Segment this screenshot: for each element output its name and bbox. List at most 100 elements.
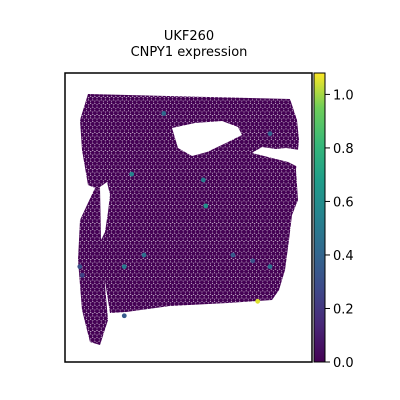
- tissue-spot: [237, 280, 242, 285]
- tissue-spot: [269, 111, 274, 116]
- tissue-spot: [275, 265, 280, 271]
- tissue-spot: [246, 121, 251, 127]
- tissue-spot: [99, 179, 104, 184]
- tissue-spot: [204, 337, 209, 343]
- tissue-spot: [246, 208, 251, 213]
- tissue-spot: [244, 312, 249, 317]
- tissue-spot: [149, 186, 154, 191]
- tissue-spot: [250, 201, 255, 206]
- tissue-spot: [174, 294, 179, 299]
- tissue-spot: [170, 251, 175, 256]
- tissue-spot: [151, 147, 156, 152]
- tissue-spot: [296, 244, 299, 249]
- tissue-spot: [90, 330, 95, 335]
- tissue-spot: [244, 211, 249, 217]
- tissue-spot: [231, 233, 236, 238]
- tissue-spot: [208, 157, 213, 163]
- tissue-spot: [97, 118, 102, 123]
- tissue-spot: [109, 233, 114, 238]
- tissue-spot: [290, 90, 294, 94]
- tissue-spot: [113, 103, 118, 109]
- tissue-spot: [281, 283, 286, 289]
- tissue-spot: [250, 273, 255, 278]
- tissue-spot: [235, 183, 240, 188]
- tissue-spot: [174, 165, 179, 170]
- tissue-spot: [107, 172, 112, 177]
- tissue-spot: [90, 208, 95, 213]
- tissue-spot: [78, 132, 81, 137]
- tissue-spot: [130, 255, 135, 260]
- tissue-spot: [225, 143, 230, 148]
- tissue-spot: [90, 150, 95, 155]
- tissue-spot: [189, 341, 194, 345]
- tissue-spot: [97, 312, 102, 317]
- tissue-spot: [189, 219, 194, 224]
- tissue-spot: [244, 247, 249, 253]
- tissue-spot: [202, 226, 207, 231]
- tissue-spot: [139, 298, 144, 303]
- tissue-spot: [229, 186, 234, 191]
- tissue-spot: [254, 129, 259, 134]
- tissue-spot: [151, 276, 156, 281]
- tissue-spot: [231, 334, 236, 339]
- tissue-spot: [105, 276, 110, 281]
- tissue-spot: [115, 193, 121, 199]
- tissue-spot: [283, 107, 289, 112]
- tissue-spot: [196, 86, 200, 90]
- tissue-spot: [275, 201, 280, 206]
- tissue-spot: [160, 312, 165, 317]
- tissue-spot: [250, 316, 255, 321]
- tissue-spot: [199, 273, 205, 278]
- tissue-spot: [193, 341, 198, 345]
- tissue-spot: [187, 280, 192, 285]
- tissue-spot: [269, 312, 274, 317]
- tissue-spot: [292, 107, 297, 112]
- tissue-spot: [262, 114, 268, 119]
- tissue-spot: [206, 211, 211, 217]
- tissue-spot: [267, 100, 272, 105]
- tissue-spot: [250, 301, 255, 307]
- tissue-spot: [160, 139, 165, 145]
- tissue-spot: [143, 175, 148, 181]
- tissue-spot: [275, 323, 280, 328]
- tissue-spot: [231, 147, 236, 152]
- tissue-spot: [145, 323, 150, 328]
- tissue-spot: [286, 334, 291, 339]
- tissue-spot: [78, 319, 81, 325]
- tissue-spot: [78, 157, 83, 163]
- tissue-spot: [130, 319, 135, 325]
- tissue-spot: [284, 345, 288, 349]
- tissue-spot: [237, 258, 242, 263]
- tissue-spot: [155, 305, 160, 310]
- tissue-spot: [281, 190, 286, 195]
- tissue-spot: [204, 114, 209, 119]
- tissue-spot: [120, 114, 125, 119]
- tissue-spot: [288, 273, 293, 278]
- tissue-spot: [277, 283, 282, 289]
- tissue-spot: [271, 165, 276, 170]
- tissue-spot: [126, 319, 131, 325]
- tissue-spot: [269, 190, 274, 195]
- tissue-spot: [223, 118, 228, 123]
- tissue-spot: [269, 211, 274, 217]
- tissue-spot: [91, 86, 95, 90]
- tissue-spot: [94, 121, 100, 127]
- tissue-spot: [286, 291, 291, 296]
- tissue-spot: [216, 309, 221, 314]
- tissue-spot: [86, 179, 91, 184]
- tissue-spot: [231, 226, 236, 231]
- tissue-spot: [185, 168, 190, 173]
- tissue-spot: [265, 161, 270, 166]
- tissue-spot: [296, 136, 299, 141]
- tissue-spot: [233, 337, 238, 343]
- tissue-spot: [298, 204, 299, 209]
- tissue-spot: [218, 190, 223, 195]
- tissue-spot: [157, 157, 163, 163]
- tissue-spot: [107, 179, 112, 184]
- tissue-spot: [126, 312, 131, 317]
- tissue-spot: [130, 262, 135, 267]
- tissue-spot: [126, 291, 131, 296]
- tissue-spot: [265, 190, 270, 195]
- tissue-spot: [206, 233, 211, 238]
- tissue-spot: [122, 111, 127, 116]
